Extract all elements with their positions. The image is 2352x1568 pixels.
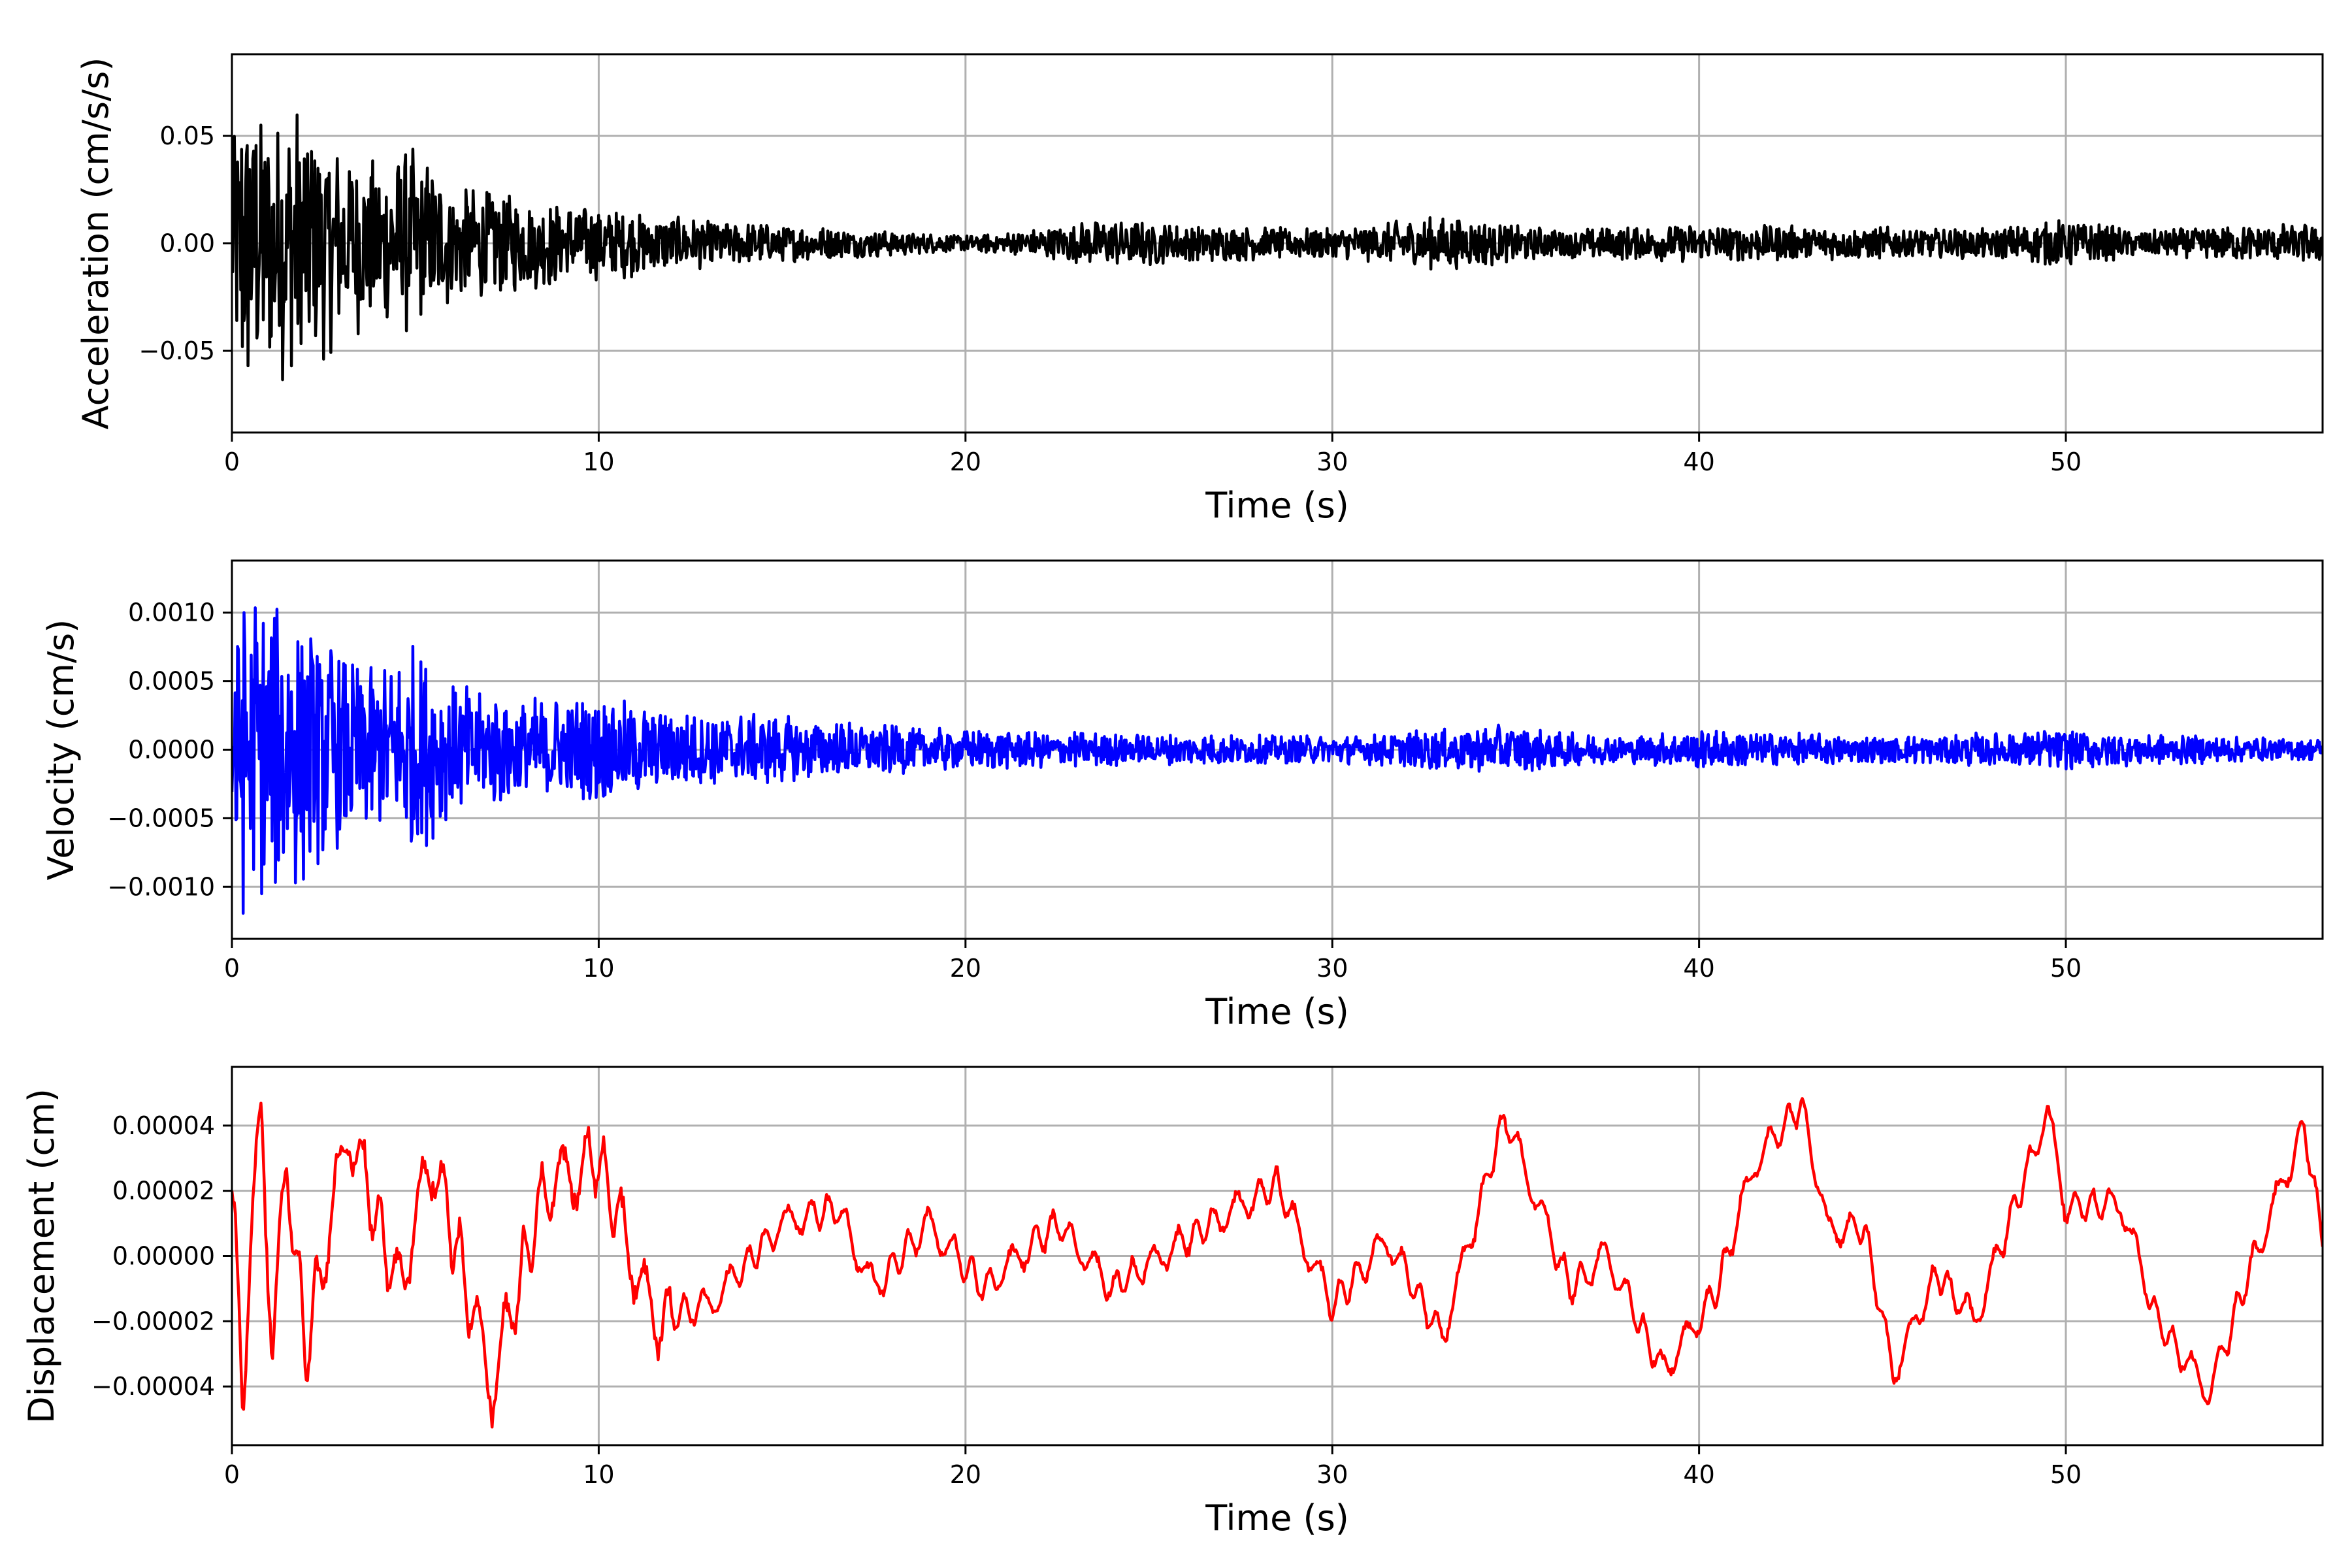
displacement-ytick-label-2: 0.00000 bbox=[112, 1242, 215, 1271]
velocity-xtick-label-0: 0 bbox=[224, 954, 240, 983]
displacement-xtick-label-4: 40 bbox=[1683, 1460, 1714, 1489]
velocity-xaxis-label: Time (s) bbox=[1205, 991, 1349, 1032]
acceleration-xtick-label-3: 30 bbox=[1316, 448, 1348, 476]
displacement-panel: 0 10 20 30 40 50 −0.00004 −0.00002 0.00000 0.0000… bbox=[21, 1066, 2324, 1539]
acceleration-xtick-label-1: 10 bbox=[583, 448, 614, 476]
displacement-ytick-label-4: 0.00004 bbox=[112, 1111, 215, 1140]
acceleration-ytick-label-2: 0.05 bbox=[159, 122, 215, 150]
displacement-ytick-label-0: −0.00004 bbox=[91, 1372, 215, 1401]
velocity-ytick-label-0: −0.0010 bbox=[107, 872, 215, 901]
acceleration-xtick-label-5: 50 bbox=[2050, 448, 2082, 476]
acceleration-xtick-label-4: 40 bbox=[1683, 448, 1714, 476]
velocity-xtick-label-2: 20 bbox=[950, 954, 981, 983]
acceleration-xaxis-label: Time (s) bbox=[1205, 485, 1349, 526]
velocity-xtick-label-1: 10 bbox=[583, 954, 614, 983]
displacement-xtick-label-1: 10 bbox=[583, 1460, 614, 1489]
displacement-xtick-label-0: 0 bbox=[224, 1460, 240, 1489]
velocity-yaxis-label: Velocity (cm/s) bbox=[41, 619, 82, 881]
acceleration-ytick-label-1: 0.00 bbox=[159, 229, 215, 258]
displacement-ytick-label-1: −0.00002 bbox=[91, 1307, 215, 1335]
velocity-xtick-label-4: 40 bbox=[1683, 954, 1714, 983]
displacement-yaxis-label: Displacement (cm) bbox=[21, 1088, 62, 1424]
acceleration-ytick-label-0: −0.05 bbox=[139, 336, 215, 365]
velocity-ytick-label-2: 0.0000 bbox=[128, 736, 215, 764]
acceleration-xtick-label-0: 0 bbox=[224, 448, 240, 476]
displacement-xtick-label-5: 50 bbox=[2050, 1460, 2082, 1489]
velocity-ytick-label-4: 0.0010 bbox=[128, 598, 215, 627]
displacement-ytick-label-3: 0.00002 bbox=[112, 1177, 215, 1205]
acceleration-panel: 0 10 20 30 40 50 −0.05 0.00 0.05 Time (s) Accelera… bbox=[75, 53, 2324, 526]
displacement-xtick-label-3: 30 bbox=[1316, 1460, 1348, 1489]
acceleration-series-line bbox=[232, 113, 2323, 382]
velocity-panel: 0 10 20 30 40 50 −0.0010 −0.0005 0.0000 0.0005 0.0… bbox=[41, 559, 2324, 1032]
velocity-xtick-label-5: 50 bbox=[2050, 954, 2082, 983]
displacement-xaxis-label: Time (s) bbox=[1205, 1497, 1349, 1539]
velocity-ytick-label-1: −0.0005 bbox=[107, 804, 215, 832]
velocity-ytick-label-3: 0.0005 bbox=[128, 667, 215, 696]
displacement-xtick-label-2: 20 bbox=[950, 1460, 981, 1489]
displacement-series-line bbox=[232, 1097, 2323, 1429]
acceleration-yaxis-label: Acceleration (cm/s/s) bbox=[75, 57, 116, 430]
velocity-xtick-label-3: 30 bbox=[1316, 954, 1348, 983]
acceleration-xtick-label-2: 20 bbox=[950, 448, 981, 476]
velocity-series-line bbox=[232, 606, 2323, 915]
